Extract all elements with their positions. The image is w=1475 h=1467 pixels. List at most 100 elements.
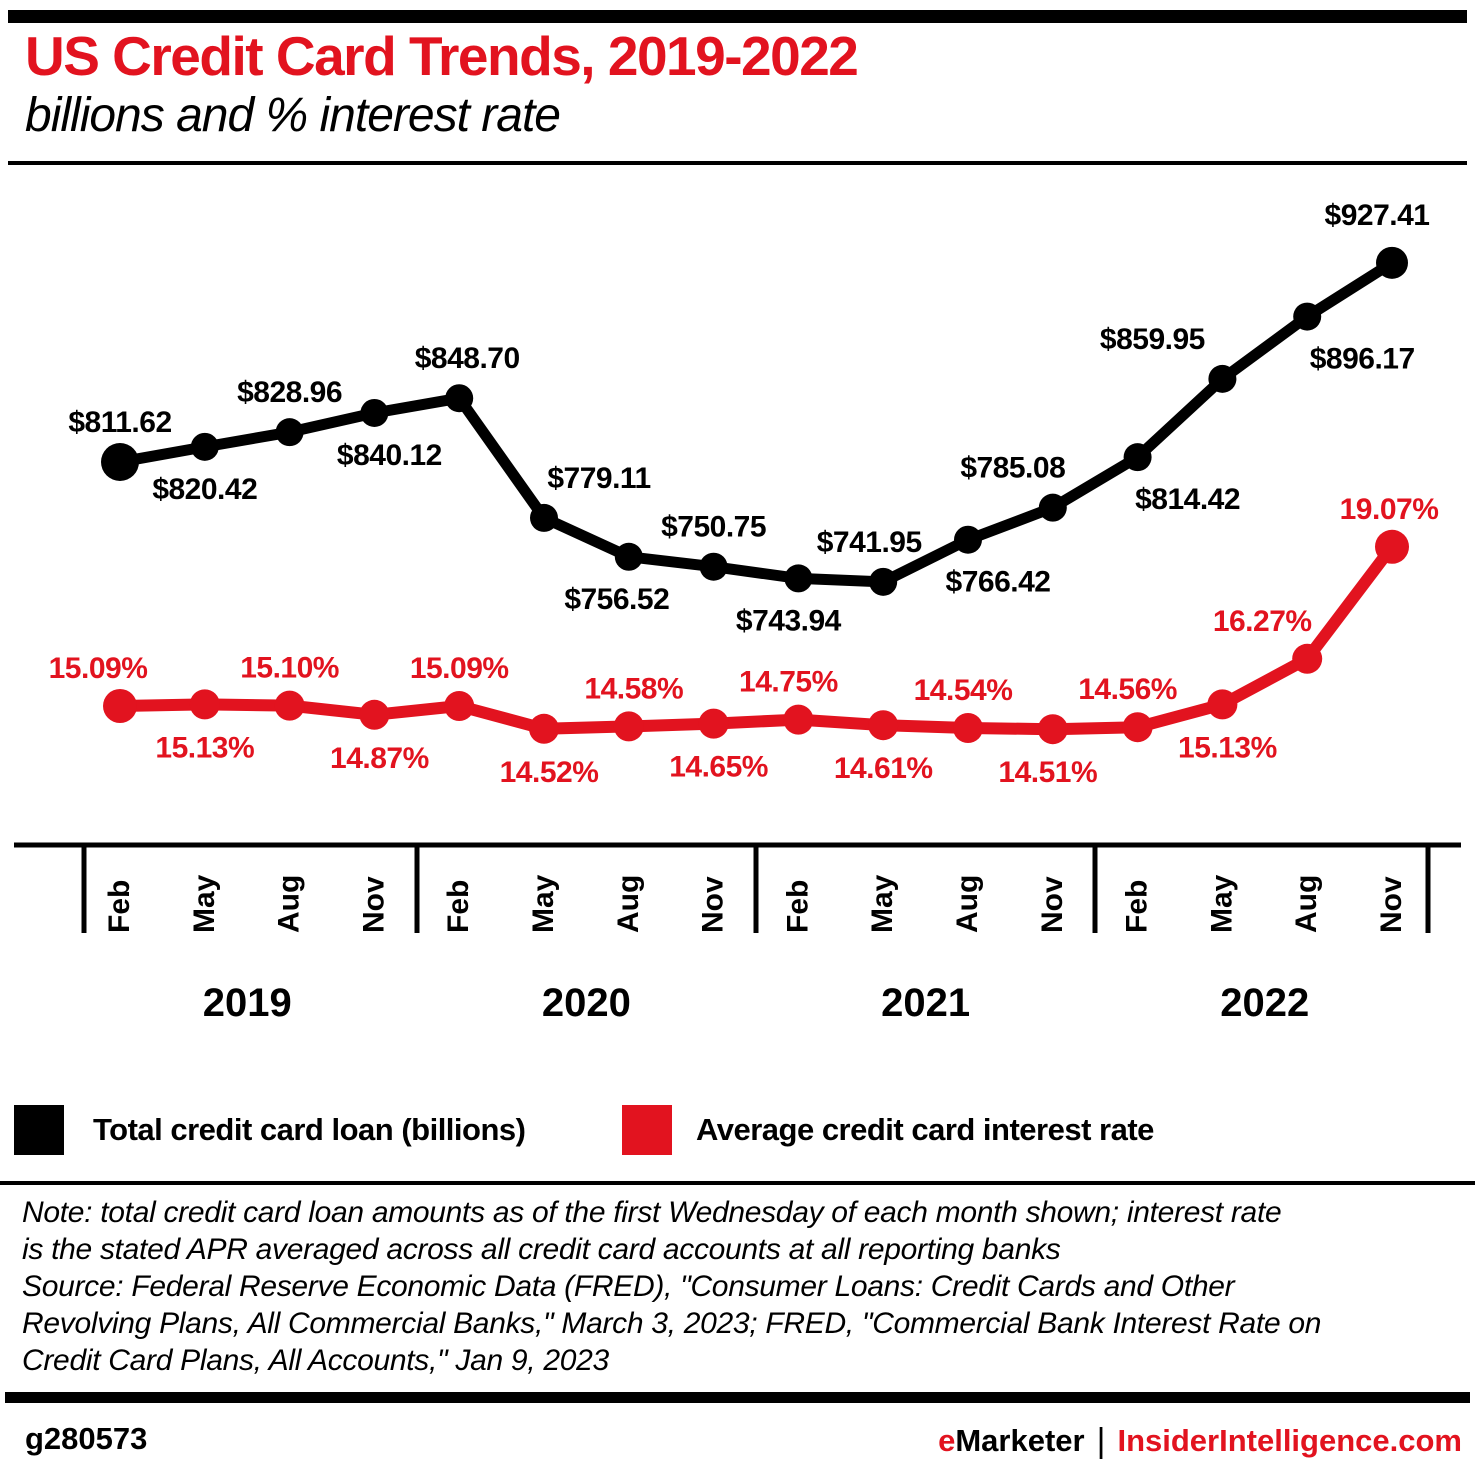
footnote-text: Note: total credit card loan amounts as …: [22, 1194, 1462, 1379]
x-axis-month-label: Nov: [697, 876, 730, 933]
rate-data-label: 15.09%: [49, 652, 148, 685]
rate-data-label: 15.13%: [1178, 731, 1277, 764]
loan-data-label: $785.08: [960, 452, 1065, 485]
rate-data-point: [529, 713, 559, 744]
note-line: Note: total credit card loan amounts as …: [22, 1196, 1282, 1229]
x-axis-year-label: 2021: [881, 981, 970, 1025]
loan-data-label: $814.42: [1135, 483, 1240, 516]
rate-data-label: 14.51%: [998, 756, 1097, 789]
loan-data-label: $848.70: [415, 342, 520, 375]
rate-data-point: [868, 710, 899, 741]
x-axis-month-label: Aug: [1290, 875, 1323, 933]
x-axis-month-label: May: [527, 874, 560, 933]
x-axis-month-label: Nov: [357, 876, 390, 933]
loan-data-label: $820.42: [152, 473, 257, 506]
rate-data-label: 16.27%: [1213, 605, 1312, 638]
chart-id: g280573: [25, 1421, 148, 1456]
page-title: US Credit Card Trends, 2019-2022: [25, 25, 859, 87]
rate-data-point: [359, 699, 390, 730]
loan-data-label: $750.75: [661, 511, 766, 544]
loan-data-point: [1123, 443, 1152, 472]
x-axis-month-label: Feb: [442, 880, 475, 933]
rate-data-point: [1122, 712, 1153, 743]
loan-data-label: $766.42: [946, 566, 1051, 599]
loan-line: [119, 258, 1395, 588]
rate-data-point: [189, 689, 220, 720]
loan-data-point: [1293, 302, 1322, 331]
brand-site-url: InsiderIntelligence.com: [1117, 1423, 1462, 1458]
title-divider: [8, 161, 1467, 165]
legend-label-rate: Average credit card interest rate: [696, 1112, 1154, 1147]
loan-data-label: $811.62: [68, 406, 171, 439]
x-axis-year-label: 2020: [542, 981, 631, 1025]
loan-data-label: $743.94: [736, 604, 842, 637]
legend-label-loan: Total credit card loan (billions): [93, 1112, 526, 1147]
rate-data-point: [1037, 714, 1068, 745]
rate-data-point: [953, 713, 983, 743]
x-axis-month-label: Nov: [1036, 876, 1069, 933]
x-axis-month-label: May: [188, 874, 221, 933]
legend-divider: [0, 1181, 1475, 1185]
rate-data-label: 14.58%: [584, 672, 683, 705]
rate-data-label: 14.75%: [739, 666, 838, 699]
x-axis-month-label: Aug: [612, 875, 645, 933]
rate-data-label: 14.61%: [834, 752, 933, 785]
rate-data-point: [1292, 643, 1323, 674]
rate-data-label: 15.13%: [155, 731, 254, 764]
loan-data-label: $840.12: [337, 439, 442, 472]
legend-swatch-rate: [622, 1105, 672, 1155]
loan-data-label: $828.96: [237, 376, 342, 409]
rate-data-point: [613, 711, 644, 742]
loan-data-point: [1376, 246, 1408, 279]
rate-data-label: 14.54%: [914, 674, 1013, 707]
loan-data-point: [954, 525, 982, 554]
loan-data-point: [1038, 493, 1067, 522]
rate-data-label: 19.07%: [1340, 493, 1439, 526]
rate-data-point: [1375, 529, 1409, 564]
loan-data-point: [869, 567, 898, 596]
rate-data-label: 14.65%: [669, 751, 768, 784]
rate-data-point: [444, 691, 475, 721]
loan-data-point: [190, 432, 219, 461]
loan-data-point: [360, 398, 389, 427]
x-axis-month-label: May: [866, 874, 899, 933]
rate-data-label: 15.10%: [240, 652, 339, 685]
page-subtitle: billions and % interest rate: [25, 89, 561, 142]
brand-separator: |: [1096, 1422, 1106, 1460]
note-line: Revolving Plans, All Commercial Banks," …: [22, 1307, 1322, 1340]
brand-lockup: eMarketer | InsiderIntelligence.com: [938, 1421, 1462, 1460]
loan-data-label: $756.52: [564, 583, 669, 616]
loan-data-point: [445, 384, 474, 413]
loan-data-point: [1208, 364, 1237, 393]
rate-data-point: [698, 708, 729, 739]
loan-data-label: $927.41: [1325, 199, 1430, 232]
loan-data-label: $779.11: [547, 462, 650, 495]
x-axis-month-label: Aug: [951, 875, 984, 933]
loan-data-point: [275, 418, 304, 447]
x-axis-year-label: 2019: [203, 981, 292, 1025]
loan-data-point: [784, 564, 813, 593]
rate-data-point: [1207, 689, 1238, 720]
note-line: Credit Card Plans, All Accounts," Jan 9,…: [22, 1344, 609, 1377]
x-axis-month-label: Nov: [1375, 876, 1408, 933]
note-line: Source: Federal Reserve Economic Data (F…: [22, 1270, 1235, 1303]
top-accent-bar: [8, 10, 1467, 23]
footer-accent-bar: [5, 1392, 1470, 1403]
brand-emarketer-e: e: [938, 1423, 956, 1458]
x-axis-month-label: Feb: [781, 880, 814, 933]
rate-data-label: 14.87%: [330, 742, 429, 775]
rate-data-point: [103, 689, 137, 723]
loan-data-label: $859.95: [1100, 323, 1205, 356]
brand-emarketer-rest: Marketer: [955, 1423, 1085, 1458]
x-axis-year-label: 2022: [1220, 981, 1309, 1025]
loan-data-point: [699, 552, 728, 581]
loan-data-label: $896.17: [1310, 343, 1415, 376]
rate-data-label: 14.56%: [1078, 673, 1177, 706]
rate-data-label: 14.52%: [500, 756, 599, 789]
rate-line: [119, 543, 1397, 736]
x-axis-month-label: Feb: [103, 880, 136, 933]
loan-data-point: [530, 503, 558, 532]
legend-swatch-loan: [14, 1105, 64, 1155]
loan-data-point: [614, 542, 643, 571]
